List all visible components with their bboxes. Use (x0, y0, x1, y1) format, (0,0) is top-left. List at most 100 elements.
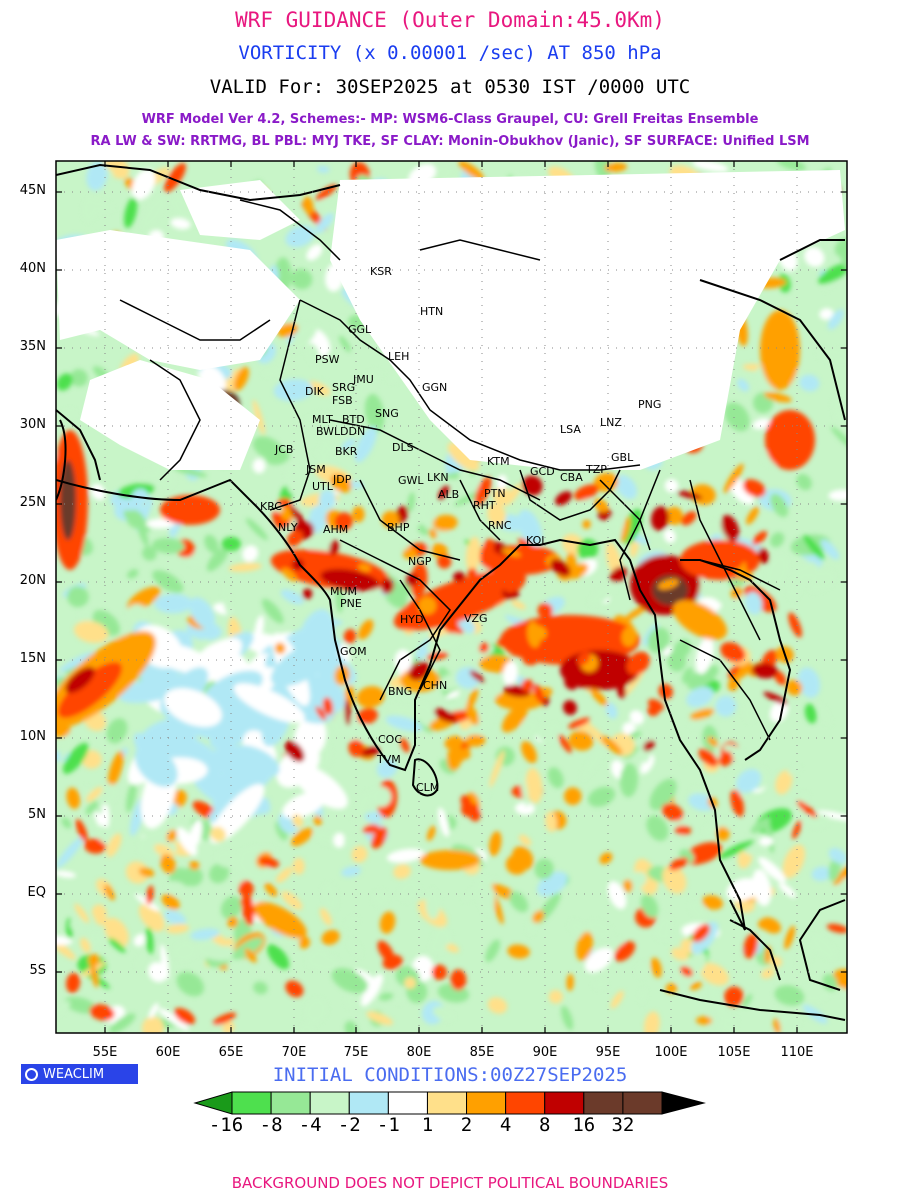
latitude-label: 15N (19, 651, 46, 666)
station-label: PSW (315, 353, 340, 366)
longitude-label: 70E (281, 1045, 307, 1060)
station-label: JSM (306, 463, 326, 476)
station-label: DIK (305, 385, 324, 398)
station-label: CHN (423, 679, 448, 692)
axis-ticks (56, 161, 847, 1033)
station-label: DLS (392, 441, 414, 454)
copyright-circle-icon (25, 1067, 38, 1081)
station-label: LSA (560, 423, 581, 436)
station-label: KRC (260, 500, 282, 513)
colorbar-label: -4 (298, 1114, 322, 1136)
station-label: KOL (526, 534, 548, 547)
station-label: DDN (340, 425, 366, 438)
station-label: BKR (335, 445, 358, 458)
latitude-label: EQ (27, 885, 46, 900)
vorticity-field (56, 161, 847, 1033)
station-label: COC (378, 733, 403, 746)
latitude-label: 5S (29, 963, 46, 978)
colorbar-label: -2 (337, 1114, 361, 1136)
station-label: MUM (330, 585, 358, 598)
station-label: JMU (353, 373, 374, 386)
longitude-label: 75E (343, 1045, 369, 1060)
station-label: PTN (484, 487, 506, 500)
colorbar-label: 4 (499, 1114, 512, 1136)
colorbar-label: 16 (572, 1114, 596, 1136)
latitude-label: 35N (19, 339, 46, 354)
longitude-label: 105E (717, 1045, 751, 1060)
valid-time: VALID For: 30SEP2025 at 0530 IST /0000 U… (209, 76, 691, 98)
station-label: UTL (312, 480, 333, 493)
station-label: SNG (375, 407, 399, 420)
station-label: VZG (464, 612, 488, 625)
station-label: LKN (427, 471, 449, 484)
station-label: JDP (333, 473, 352, 486)
station-label: GOM (340, 645, 367, 658)
station-label: HYD (400, 613, 424, 626)
station-label: AHM (323, 523, 349, 536)
longitude-label: 100E (654, 1045, 688, 1060)
longitude-label: 95E (595, 1045, 621, 1060)
latitude-label: 5N (28, 807, 46, 822)
station-label: LEH (388, 350, 410, 363)
station-label: PNE (340, 597, 362, 610)
station-label: GBL (611, 451, 634, 464)
station-label: CBA (560, 471, 583, 484)
station-label: SRG (332, 381, 356, 394)
latitude-label: 30N (19, 417, 46, 432)
latitude-label: 10N (19, 729, 46, 744)
latitude-label: 45N (19, 183, 46, 198)
colorbar-label: -1 (376, 1114, 400, 1136)
station-label: NGP (408, 555, 432, 568)
station-label: GGL (348, 323, 372, 336)
longitude-label: 90E (532, 1045, 558, 1060)
station-label: MLT (312, 413, 333, 426)
latitude-label: 20N (19, 573, 46, 588)
footer-disclaimer: BACKGROUND DOES NOT DEPICT POLITICAL BOU… (231, 1174, 669, 1192)
station-label: JCB (275, 443, 294, 456)
chart-title: WRF GUIDANCE (Outer Domain:45.0Km) (235, 8, 665, 32)
station-label: KTM (487, 455, 510, 468)
longitude-label: 110E (780, 1045, 814, 1060)
station-label: TZP (586, 463, 607, 476)
colorbar-label: 1 (421, 1114, 434, 1136)
station-label: ALB (438, 488, 460, 501)
station-label: RHT (473, 499, 496, 512)
longitude-label: 55E (92, 1045, 118, 1060)
station-label: BWL (316, 425, 341, 438)
station-label: PNG (638, 398, 662, 411)
coastlines (56, 163, 846, 1021)
map-frame (55, 160, 848, 1034)
longitude-label: 80E (406, 1045, 432, 1060)
terrain-mask (56, 170, 845, 470)
initial-conditions: INITIAL CONDITIONS:00Z27SEP2025 (272, 1064, 628, 1086)
admin-boundaries (119, 199, 781, 741)
station-label: BNG (388, 685, 413, 698)
station-label: FSB (332, 394, 353, 407)
station-label: CLM (416, 781, 440, 794)
station-label: GCD (530, 465, 555, 478)
station-label: HTN (420, 305, 444, 318)
colorbar-label: 32 (611, 1114, 635, 1136)
longitude-label: 85E (469, 1045, 495, 1060)
logo-label: WEACLIM (43, 1066, 105, 1082)
station-label: KSR (370, 265, 392, 278)
station-label: GGN (422, 381, 448, 394)
station-label: RNC (488, 519, 512, 532)
colorbar-label: 2 (460, 1114, 473, 1136)
model-schemes-line-2: RA LW & SW: RRTMG, BL PBL: MYJ TKE, SF C… (90, 134, 810, 149)
colorbar-label: -16 (208, 1114, 244, 1136)
chart-subtitle: VORTICITY (x 0.00001 /sec) AT 850 hPa (238, 42, 662, 64)
station-label: BHP (387, 521, 410, 534)
station-label: TVM (377, 753, 401, 766)
latitude-label: 40N (19, 261, 46, 276)
longitude-label: 60E (155, 1045, 181, 1060)
weaclim-logo: WEACLIM (21, 1064, 138, 1084)
model-schemes-line-1: WRF Model Ver 4.2, Schemes:- MP: WSM6-Cl… (141, 112, 759, 127)
latitude-label: 25N (19, 495, 46, 510)
station-label: BTD (342, 413, 365, 426)
station-label: GWL (398, 474, 424, 487)
colorbar-label: 8 (538, 1114, 551, 1136)
colorbar-label: -8 (259, 1114, 283, 1136)
station-label: NLY (278, 521, 298, 534)
